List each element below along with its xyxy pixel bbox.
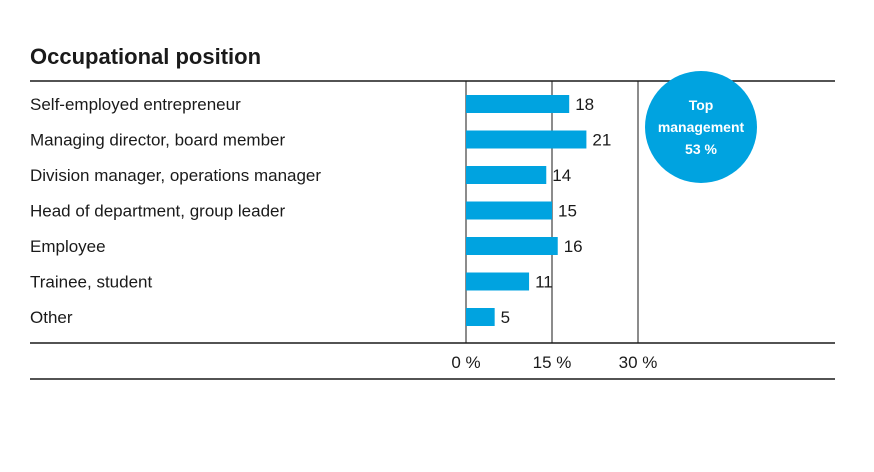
value-label: 11 — [535, 273, 553, 292]
category-label: Division manager, operations manager — [30, 166, 321, 185]
category-label: Trainee, student — [30, 273, 152, 292]
chart-title: Occupational position — [30, 44, 261, 69]
x-tick-label: 15 % — [533, 353, 572, 372]
category-label: Other — [30, 308, 73, 327]
badge-line-3: 53 % — [685, 141, 717, 157]
bar — [466, 237, 558, 255]
value-label: 21 — [592, 131, 611, 150]
bar — [466, 166, 547, 184]
badge-circle — [645, 71, 757, 183]
category-labels: Self-employed entrepreneur Managing direc… — [30, 95, 321, 327]
bar — [466, 130, 587, 149]
value-label: 18 — [575, 95, 594, 114]
value-labels: 18 21 14 15 16 11 5 — [501, 95, 612, 327]
value-label: 15 — [558, 202, 577, 221]
bar — [466, 272, 530, 291]
category-label: Head of department, group leader — [30, 202, 286, 221]
top-management-badge: Top management 53 % — [645, 71, 757, 183]
category-label: Managing director, board member — [30, 131, 285, 150]
category-label: Employee — [30, 237, 106, 256]
category-label: Self-employed entrepreneur — [30, 95, 241, 114]
bar — [466, 95, 570, 113]
bar — [466, 308, 495, 326]
x-tick-label: 0 % — [451, 353, 480, 372]
bars — [466, 95, 587, 326]
value-label: 5 — [501, 308, 510, 327]
x-tick-labels: 0 % 15 % 30 % — [451, 353, 657, 372]
value-label: 16 — [564, 237, 583, 256]
bar — [466, 201, 552, 220]
badge-line-2: management — [658, 119, 745, 135]
x-tick-label: 30 % — [619, 353, 658, 372]
value-label: 14 — [552, 166, 571, 185]
badge-line-1: Top — [689, 97, 714, 113]
